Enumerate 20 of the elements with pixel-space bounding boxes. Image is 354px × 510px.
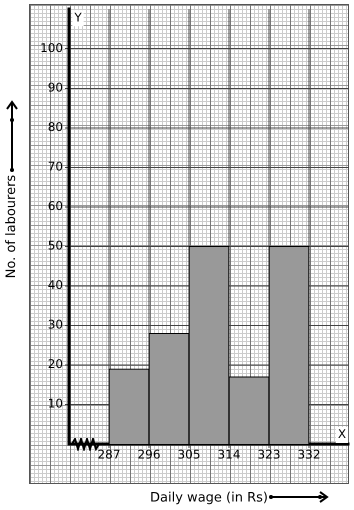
y-tick-label: 20: [48, 357, 63, 372]
y-tick-label: 100: [40, 40, 63, 55]
annotation: X: [338, 427, 346, 442]
y-tick-label: 60: [48, 198, 63, 213]
x-tick-label: 314: [218, 447, 240, 462]
x-axis-title: Daily wage (in Rs): [150, 490, 268, 506]
x-tick-label: 323: [258, 447, 280, 462]
y-tick-label: 70: [48, 159, 63, 174]
x-tick-label: 296: [138, 447, 160, 462]
y-tick-label: 80: [48, 120, 63, 134]
x-tick-label: 332: [298, 447, 320, 462]
y-tick-label: 30: [48, 318, 63, 332]
y-tick-label: 50: [48, 238, 63, 252]
y-tick-label: 40: [48, 278, 63, 292]
annotation: Y: [73, 10, 82, 24]
y-tick-label: 10: [48, 396, 63, 411]
x-tick-label: 305: [178, 447, 200, 462]
y-tick-label: 90: [48, 80, 63, 94]
y-axis-title: No. of labourers: [4, 174, 20, 278]
x-tick-label: 287: [98, 447, 120, 462]
